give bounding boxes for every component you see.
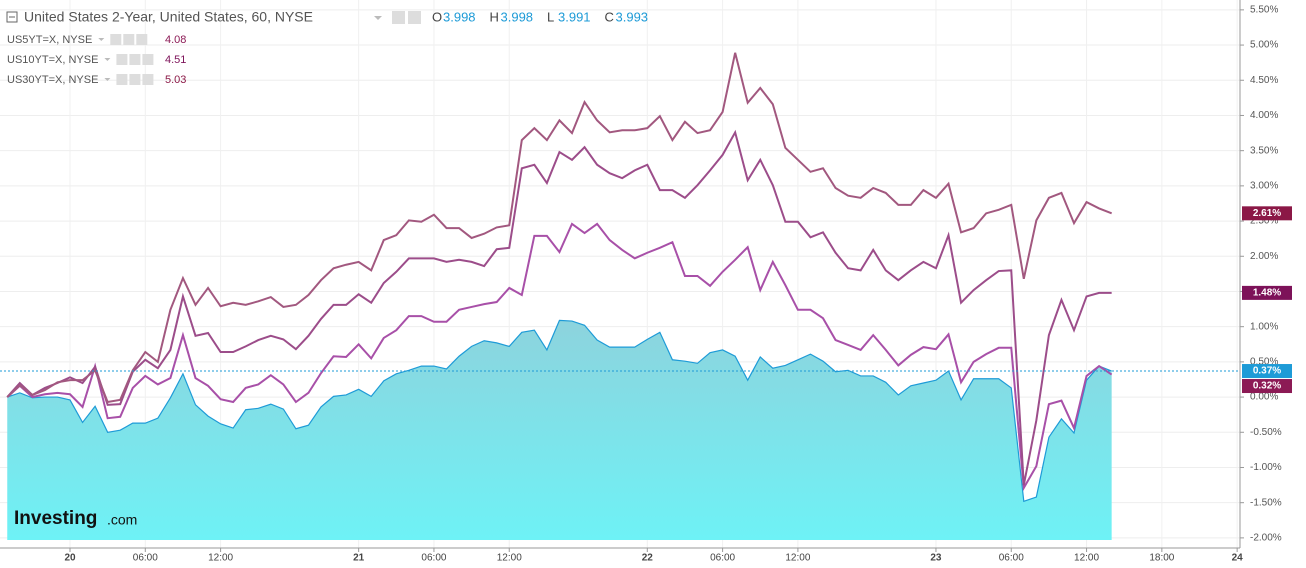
- y-tick-label: 3.50%: [1250, 145, 1278, 156]
- legend-quote: 4.51: [165, 54, 186, 66]
- legend-icon[interactable]: [142, 74, 154, 85]
- plot: [0, 52, 1240, 540]
- last-value-box: [1242, 379, 1292, 394]
- legend-quote: 4.08: [165, 34, 186, 46]
- legend-label: US5YT=X, NYSE: [7, 34, 92, 46]
- legend-icon[interactable]: [129, 54, 141, 65]
- ohlc-key: H: [490, 9, 499, 24]
- x-tick-label: 12:00: [785, 553, 810, 564]
- legend-dropdown[interactable]: [98, 38, 105, 41]
- x-tick-label: 12:00: [208, 553, 233, 564]
- series-line: [6, 222, 1113, 492]
- x-tick-label: 22: [642, 553, 654, 564]
- x-tick-label: 24: [1232, 553, 1244, 564]
- last-value-box: [1242, 285, 1292, 300]
- legend-icon[interactable]: [110, 34, 122, 45]
- ohlc-value: 3.998: [501, 9, 534, 24]
- watermark-domain: .com: [107, 512, 137, 528]
- last-value-box: [1242, 206, 1292, 221]
- series-line: [6, 52, 1113, 404]
- axes: 5.50% 5.00% 4.50% 4.00% 3.50% 3.00% 2.50% 2.00%…: [64, 4, 1281, 563]
- x-tick-label: 06:00: [421, 553, 446, 564]
- last-value-label: 2.61%: [1253, 208, 1281, 219]
- ohlc-value: 3.998: [443, 9, 476, 24]
- y-tick-label: 2.00%: [1250, 251, 1278, 262]
- settings-icon[interactable]: [392, 11, 405, 24]
- series-line: [7, 319, 1112, 503]
- series-line: [6, 129, 1112, 486]
- legend: US5YT=X, NYSE 4.08 US10YT=X, NYSE 4.51 US30Y…: [7, 34, 186, 86]
- ohlc-value: 3.991: [558, 9, 591, 24]
- last-value-label: 0.32%: [1253, 381, 1281, 392]
- watermark: Investing .com: [14, 508, 137, 529]
- y-tick-label: 5.50%: [1250, 4, 1278, 15]
- x-tick-label: 06:00: [710, 553, 735, 564]
- dropdown-icon[interactable]: [374, 16, 382, 20]
- legend-icon[interactable]: [116, 54, 128, 65]
- legend-label: US30YT=X, NYSE: [7, 74, 98, 86]
- x-tick-label: 21: [353, 553, 365, 564]
- legend-quote: 5.03: [165, 74, 186, 86]
- x-tick-label: 12:00: [497, 553, 522, 564]
- x-tick-label: 12:00: [1074, 553, 1099, 564]
- ohlc-key: O: [432, 9, 442, 24]
- last-value-label: 1.48%: [1253, 288, 1281, 299]
- legend-label: US10YT=X, NYSE: [7, 54, 98, 66]
- last-value-label: 0.37%: [1253, 366, 1281, 377]
- y-tick-label: 4.50%: [1250, 75, 1278, 86]
- x-tick-label: 06:00: [999, 553, 1024, 564]
- y-tick-label: -1.50%: [1250, 497, 1282, 508]
- x-tick-label: 06:00: [133, 553, 158, 564]
- last-value-labels: 2.61% 1.48% 0.37% 0.32%: [1242, 206, 1292, 394]
- legend-icon[interactable]: [142, 54, 154, 65]
- y-tick-label: 4.00%: [1250, 110, 1278, 121]
- legend-icon[interactable]: [123, 34, 135, 45]
- chart-title: United States 2-Year, United States, 60,…: [24, 9, 313, 25]
- legend-icon[interactable]: [129, 74, 141, 85]
- legend-icon[interactable]: [116, 74, 128, 85]
- collapse-icon[interactable]: [6, 11, 18, 23]
- y-tick-label: -2.00%: [1250, 533, 1282, 544]
- y-tick-label: 5.00%: [1250, 40, 1278, 51]
- ohlc: O 3.998 H 3.998 L 3.991 C 3.993: [432, 9, 648, 24]
- last-value-box: [1242, 364, 1292, 379]
- settings-icon[interactable]: [408, 11, 421, 24]
- ohlc-value: 3.993: [616, 9, 649, 24]
- area: [7, 320, 1112, 540]
- x-tick-label: 18:00: [1149, 553, 1174, 564]
- ohlc-key: L: [547, 9, 554, 24]
- x-tick-label: 23: [930, 553, 942, 564]
- y-tick-label: 2.50%: [1250, 216, 1278, 227]
- y-tick-label: 1.00%: [1250, 321, 1278, 332]
- legend-dropdown[interactable]: [104, 78, 111, 81]
- x-tick-label: 20: [64, 553, 76, 564]
- ohlc-key: C: [605, 9, 614, 24]
- y-tick-label: 0.50%: [1250, 357, 1278, 368]
- y-tick-label: 0.00%: [1250, 392, 1278, 403]
- legend-icon[interactable]: [136, 34, 148, 45]
- watermark-brand: Investing: [14, 508, 97, 529]
- y-tick-label: 3.00%: [1250, 181, 1278, 192]
- y-tick-label: -0.50%: [1250, 427, 1282, 438]
- y-tick-label: -1.00%: [1250, 462, 1282, 473]
- legend-dropdown[interactable]: [104, 58, 111, 61]
